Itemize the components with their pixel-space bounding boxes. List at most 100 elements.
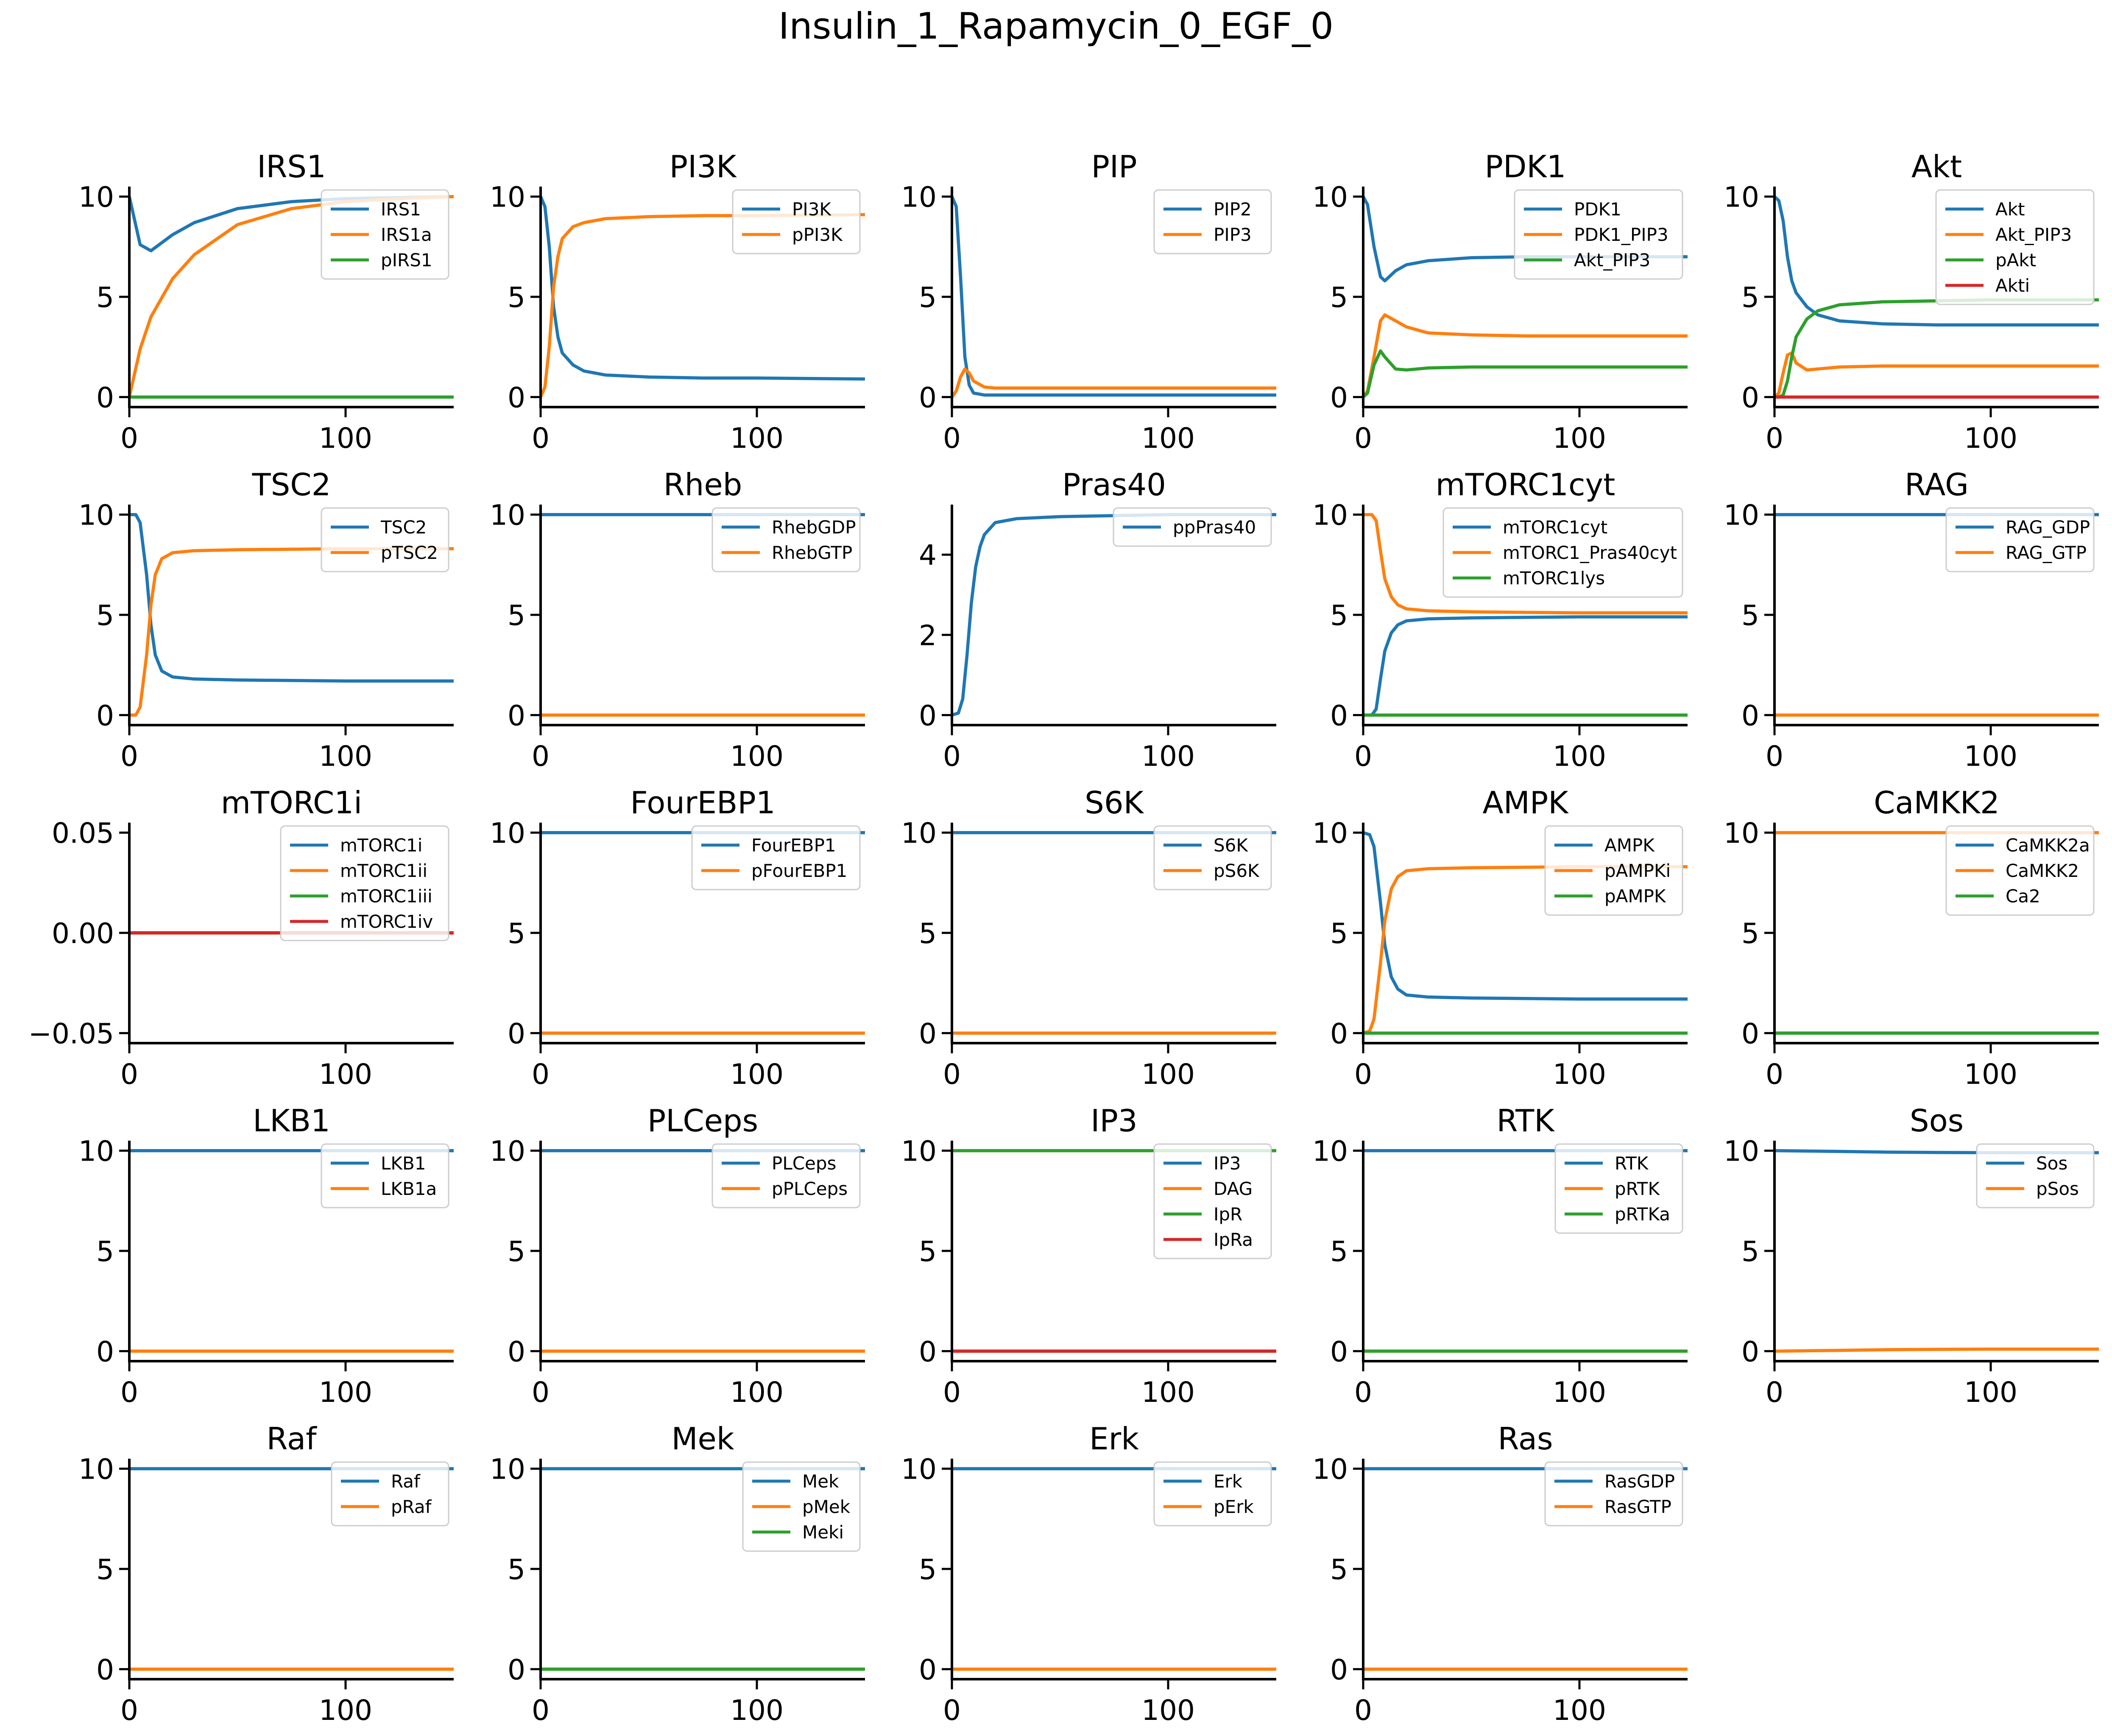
subplot-title: PIP	[1091, 149, 1137, 184]
legend-box	[691, 825, 861, 890]
x-tick-label: 0	[532, 1058, 550, 1091]
series-line-mtorc1cyt	[1363, 615, 1688, 717]
y-tick-label: 5	[96, 281, 114, 314]
series-line-ptsc2	[129, 547, 454, 717]
legend-label: pFourEBP1	[751, 860, 847, 881]
y-tick-label: 5	[1330, 917, 1348, 950]
y-tick-label: 0	[1330, 1335, 1348, 1368]
legend-box	[280, 825, 449, 941]
x-tick-label: 100	[1141, 740, 1195, 773]
legend-box	[321, 1143, 449, 1209]
x-tick-label: 100	[1553, 1694, 1606, 1727]
legend-label: LKB1a	[381, 1178, 437, 1199]
x-tick-label: 0	[943, 1694, 961, 1727]
legend-box	[1945, 825, 2095, 916]
y-tick-label: 0	[508, 1017, 525, 1050]
legend-label: TSC2	[380, 517, 427, 538]
y-tick-label: 5	[96, 1235, 114, 1268]
x-tick-label: 100	[730, 1058, 784, 1091]
legend-box	[1544, 825, 1683, 916]
legend: Sos pSos	[1976, 1143, 2095, 1209]
legend-label: Meki	[802, 1522, 844, 1543]
legend-label: Akti	[1995, 275, 2030, 296]
y-tick-label: 0	[1330, 1017, 1348, 1050]
x-tick-label: 100	[319, 1376, 372, 1409]
legend: RhebGDP RhebGTP	[711, 507, 861, 572]
series-line-pakt	[1774, 298, 2099, 399]
legend-label: pErk	[1214, 1496, 1254, 1517]
y-tick-label: 5	[508, 281, 525, 314]
x-tick-label: 100	[1964, 422, 2017, 455]
legend-box	[711, 507, 861, 572]
legend: Raf pRaf	[331, 1461, 449, 1527]
legend-label: PIP3	[1214, 224, 1252, 245]
y-tick-label: 5	[1330, 1553, 1348, 1586]
y-tick-label: 10	[490, 1135, 525, 1168]
y-tick-label: 10	[1312, 817, 1348, 850]
legend-label: IRS1	[381, 199, 421, 220]
legend: PDK1 PDK1_PIP3 Akt_PIP3	[1514, 189, 1683, 280]
y-tick-label: 0	[508, 381, 525, 414]
legend-box	[1935, 189, 2095, 305]
legend: mTORC1cyt mTORC1_Pras40cyt mTORC1lys	[1442, 507, 1683, 598]
x-tick-label: 0	[1766, 1376, 1783, 1409]
subplot-pras40: Pras40 0 2 4 0 100 ppPras40	[919, 467, 1276, 773]
legend: LKB1 LKB1a	[321, 1143, 449, 1209]
y-tick-label: 5	[1741, 281, 1759, 314]
x-tick-label: 0	[120, 1376, 138, 1409]
subplot-title: S6K	[1085, 785, 1144, 821]
legend-label: S6K	[1214, 835, 1248, 856]
x-tick-label: 100	[1141, 1376, 1195, 1409]
y-tick-label: 4	[919, 539, 937, 572]
y-tick-label: 5	[1330, 281, 1348, 314]
y-tick-label: 5	[96, 599, 114, 632]
legend: FourEBP1 pFourEBP1	[691, 825, 861, 890]
legend-label: RAG_GTP	[2006, 542, 2087, 563]
x-tick-label: 100	[1964, 1058, 2017, 1091]
x-tick-label: 0	[120, 422, 138, 455]
legend-box	[321, 189, 449, 280]
y-tick-label: 10	[1724, 181, 1759, 214]
y-tick-label: 10	[490, 1453, 525, 1486]
legend-label: mTORC1i	[340, 835, 422, 856]
y-tick-label: 0	[919, 381, 937, 414]
subplot-title: LKB1	[253, 1103, 330, 1139]
y-tick-label: 0	[508, 1653, 525, 1686]
legend-label: PI3K	[792, 199, 831, 220]
legend: IRS1 IRS1a pIRS1	[321, 189, 449, 280]
legend-label: mTORC1_Pras40cyt	[1503, 542, 1677, 563]
legend: ppPras40	[1113, 507, 1272, 547]
x-tick-label: 100	[1964, 740, 2017, 773]
x-tick-label: 100	[1141, 1058, 1195, 1091]
x-tick-label: 0	[1354, 740, 1372, 773]
x-tick-label: 0	[943, 1058, 961, 1091]
series-line-pi3k	[539, 196, 865, 381]
legend-label: pRaf	[391, 1496, 432, 1517]
x-tick-label: 0	[943, 1376, 961, 1409]
x-tick-label: 0	[1766, 740, 1783, 773]
y-tick-label: 5	[1330, 1235, 1348, 1268]
series-line-pdk1_pip3	[1362, 313, 1688, 398]
x-tick-label: 0	[532, 422, 550, 455]
subplot-title: mTORC1cyt	[1436, 467, 1615, 502]
y-tick-label: 10	[490, 817, 525, 850]
legend-label: pPI3K	[792, 224, 843, 245]
y-tick-label: 10	[901, 1135, 937, 1168]
x-tick-label: 0	[1354, 1694, 1372, 1727]
legend-label: PLCeps	[772, 1153, 836, 1174]
y-tick-label: 0	[96, 1653, 114, 1686]
legend-label: Mek	[802, 1471, 839, 1492]
legend-label: IpR	[1214, 1204, 1242, 1225]
legend-label: mTORC1iii	[340, 886, 432, 907]
x-tick-label: 0	[120, 1058, 138, 1091]
